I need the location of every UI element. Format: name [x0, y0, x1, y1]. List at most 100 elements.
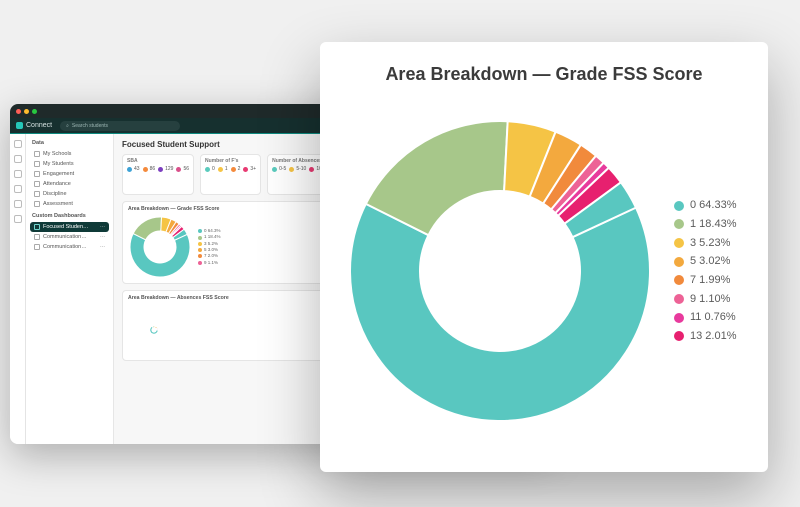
rail-icon[interactable] — [14, 200, 22, 208]
sidebar-item[interactable]: Focused Studen… ⋯ — [30, 222, 109, 232]
kpi-title: SBA — [127, 158, 189, 164]
chart-title: Area Breakdown — Grade FSS Score — [340, 64, 748, 85]
legend-label: 3 5.23% — [690, 234, 730, 253]
legend-swatch — [674, 201, 684, 211]
kpi-value: 2 — [231, 166, 241, 172]
panel-title: Area Breakdown — Absences FSS Score — [128, 295, 323, 301]
legend-item: 3 5.23% — [674, 234, 736, 253]
sidebar-item-label: My Schools — [43, 151, 71, 157]
legend-label: 1 18.43% — [690, 215, 736, 234]
sidebar-item-icon — [34, 234, 40, 240]
legend-swatch — [674, 238, 684, 248]
sidebar-item-icon — [34, 181, 40, 187]
kpi-title: Number of Absences — [272, 158, 325, 164]
sidebar-item[interactable]: Attendance — [30, 179, 109, 189]
sidebar-item[interactable]: Communication… ⋯ — [30, 242, 109, 252]
sidebar-item-label: Engagement — [43, 171, 74, 177]
search-input[interactable]: ⌕ Search students — [60, 121, 180, 131]
nav-rail — [10, 134, 26, 444]
chart-panel: Area Breakdown — Absences FSS Score — [122, 290, 329, 361]
mini-donut — [128, 304, 180, 356]
sidebar-item-icon — [34, 224, 40, 230]
window-close-icon[interactable] — [16, 109, 21, 114]
donut-slice — [130, 234, 190, 277]
legend-swatch — [674, 275, 684, 285]
rail-icon[interactable] — [14, 170, 22, 178]
kpi-value: 0‑5 — [272, 166, 286, 172]
chart-legend: 0 64.33%1 18.43%3 5.23%5 3.02%7 1.99%9 1… — [674, 196, 736, 346]
kpi-value: 3+ — [243, 166, 256, 172]
legend-swatch — [674, 219, 684, 229]
legend-swatch — [674, 331, 684, 341]
sidebar-section-label: Data — [30, 140, 109, 146]
sidebar-item-label: Attendance — [43, 181, 71, 187]
legend-label: 9 1.10% — [690, 290, 730, 309]
sidebar-item-icon — [34, 201, 40, 207]
chart-panel: Area Breakdown — Grade FSS Score 0 64.3%1… — [122, 201, 329, 284]
window-zoom-icon[interactable] — [32, 109, 37, 114]
sidebar-item[interactable]: Engagement — [30, 169, 109, 179]
kpi-value: 1 — [218, 166, 228, 172]
kpi-value: 56 — [176, 166, 189, 172]
kpi-card: SBA438612956 — [122, 154, 194, 195]
more-icon[interactable]: ⋯ — [100, 224, 105, 230]
sidebar-item[interactable]: My Schools — [30, 149, 109, 159]
rail-icon[interactable] — [14, 155, 22, 163]
search-icon: ⌕ — [66, 123, 69, 129]
sidebar-item-label: Communication… — [43, 234, 87, 240]
sidebar-item-icon — [34, 171, 40, 177]
panel-title: Area Breakdown — Grade FSS Score — [128, 206, 323, 212]
donut-chart — [340, 111, 660, 431]
sidebar-item[interactable]: Assessment — [30, 199, 109, 209]
kpi-value: 0 — [205, 166, 215, 172]
legend-item: 13 2.01% — [674, 327, 736, 346]
window-minimize-icon[interactable] — [24, 109, 29, 114]
sidebar-item-label: Communication… — [43, 244, 87, 250]
legend-item: 11 0.76% — [674, 308, 736, 327]
sidebar-item[interactable]: My Students — [30, 159, 109, 169]
donut-slice — [350, 204, 650, 421]
sidebar-item-label: Assessment — [43, 201, 73, 207]
legend-swatch — [674, 294, 684, 304]
sidebar-item-label: Focused Studen… — [43, 224, 89, 230]
kpi-value: 129 — [158, 166, 173, 172]
more-icon[interactable]: ⋯ — [100, 244, 105, 250]
sidebar-item[interactable]: Discipline — [30, 189, 109, 199]
sidebar-item-label: My Students — [43, 161, 74, 167]
kpi-value: 5‑10 — [289, 166, 306, 172]
mini-legend: 0 64.3%1 18.4%3 5.2%5 3.0%7 2.0%9 1.1% — [198, 228, 221, 266]
legend-label: 0 64.33% — [690, 196, 736, 215]
legend-item: 0 64.33% — [674, 196, 736, 215]
kpi-card: Number of F's 0123+ — [200, 154, 261, 195]
kpi-title: Number of F's — [205, 158, 256, 164]
legend-label: 7 1.99% — [690, 271, 730, 290]
rail-icon[interactable] — [14, 140, 22, 148]
legend-label: 13 2.01% — [690, 327, 736, 346]
search-placeholder: Search students — [72, 123, 108, 129]
legend-item: 9 1.10% — [674, 290, 736, 309]
chart-card: Area Breakdown — Grade FSS Score 0 64.33… — [320, 42, 768, 472]
legend-label: 11 0.76% — [690, 308, 736, 327]
legend-swatch — [674, 257, 684, 267]
sidebar-item[interactable]: Communication… ⋯ — [30, 232, 109, 242]
legend-item: 1 18.43% — [674, 215, 736, 234]
more-icon[interactable]: ⋯ — [100, 234, 105, 240]
legend-item: 5 3.02% — [674, 252, 736, 271]
sidebar: Data My Schools My Students Engagement Atte… — [26, 134, 114, 444]
sidebar-item-icon — [34, 161, 40, 167]
sidebar-section-label: Custom Dashboards — [30, 213, 109, 219]
rail-icon[interactable] — [14, 185, 22, 193]
sidebar-item-icon — [34, 151, 40, 157]
brand-logo-icon — [16, 122, 23, 129]
brand-label: Connect — [26, 122, 52, 129]
legend-swatch — [674, 313, 684, 323]
rail-icon[interactable] — [14, 215, 22, 223]
sidebar-item-icon — [34, 244, 40, 250]
sidebar-item-label: Discipline — [43, 191, 67, 197]
donut-slice — [156, 329, 158, 330]
kpi-value: 43 — [127, 166, 140, 172]
legend-item: 7 1.99% — [674, 271, 736, 290]
legend-label: 5 3.02% — [690, 252, 730, 271]
brand[interactable]: Connect — [16, 122, 52, 129]
mini-donut — [128, 215, 192, 279]
